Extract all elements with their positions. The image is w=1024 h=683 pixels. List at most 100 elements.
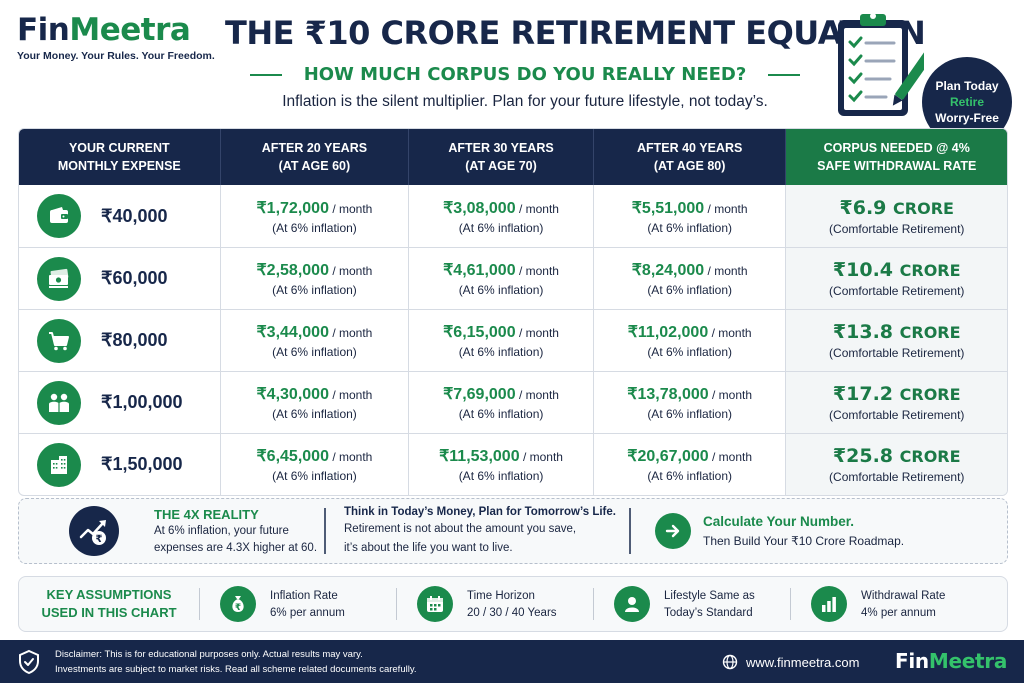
inflation-note: (At 6% inflation) [647,407,733,421]
projection-line: ₹20,67,000 / month [627,446,752,466]
footer-logo-part2: Meetra [928,649,1008,673]
header-after-20-years: AFTER 20 YEARS (AT AGE 60) [221,129,410,185]
projected-amount: ₹1,72,000 [256,199,329,217]
svg-text:₹: ₹ [96,534,103,545]
per-month-label: / month [707,264,748,278]
insight-box: ₹ THE 4X REALITY At 6% inflation, your f… [18,498,1008,564]
brand-tagline: Your Money. Your Rules. Your Freedom. [17,50,215,62]
per-month-label: / month [332,201,373,216]
projected-amount: ₹4,61,000 [443,262,516,279]
current-expense: ₹80,000 [101,330,168,350]
corpus-unit: CRORE [899,385,961,404]
think-block: Think in Today’s Money, Plan for Tomorro… [344,506,629,556]
inflation-note: (At 6% inflation) [458,283,544,297]
disclaimer-line2: Investments are subject to market risks.… [55,663,417,675]
per-month-label: / month [518,388,559,402]
assumption-title: Withdrawal Rate [861,589,946,602]
corpus-value: ₹6.9 [839,196,887,219]
table-header: YOUR CURRENT MONTHLY EXPENSE AFTER 20 YEA… [19,129,1007,185]
svg-text:₹: ₹ [235,603,241,613]
corpus-amount: ₹10.4 CRORE [833,259,961,281]
per-month-label: / month [707,201,748,216]
reality-line1: At 6% inflation, your future [154,524,289,537]
header-current-expense: YOUR CURRENT MONTHLY EXPENSE [19,129,221,185]
projected-amount: ₹3,08,000 [443,199,516,217]
corpus-note: (Comfortable Retirement) [829,221,965,236]
corpus-value: ₹10.4 [832,259,894,281]
corpus-amount: ₹17.2 CRORE [833,383,961,405]
projection-line: ₹8,24,000 / month [632,260,748,280]
assumption-title: Time Horizon [467,589,535,602]
rupee-growth-icon: ₹ [69,506,119,556]
divider [324,508,326,554]
table-row: ₹40,000 ₹1,72,000 / month (At 6% inflati… [19,185,1007,247]
per-month-label: / month [332,450,373,464]
after-30-years-cell: ₹7,69,000 / month (At 6% inflation) [409,372,594,433]
projection-line: ₹5,51,000 / month [632,198,748,218]
projected-amount: ₹13,78,000 [627,386,709,403]
assumption-title: Lifestyle Same as [664,589,755,602]
disclaimer-line1: Disclaimer: This is for educational purp… [55,648,363,660]
corpus-note: (Comfortable Retirement) [829,408,965,422]
projection-line: ₹6,45,000 / month [257,446,373,466]
projection-line: ₹7,69,000 / month [443,384,559,404]
projected-amount: ₹20,67,000 [627,448,709,465]
calc-title[interactable]: Calculate Your Number. [703,514,855,529]
header-after-30-years: AFTER 30 YEARS (AT AGE 70) [409,129,594,185]
retirement-table: YOUR CURRENT MONTHLY EXPENSE AFTER 20 YEA… [18,128,1008,496]
corpus-cell: ₹10.4 CRORE (Comfortable Retirement) [786,248,1007,309]
after-40-years-cell: ₹8,24,000 / month (At 6% inflation) [594,248,787,309]
current-expense: ₹40,000 [101,205,168,226]
inflation-note: (At 6% inflation) [272,283,357,297]
projection-line: ₹13,78,000 / month [627,384,752,404]
inflation-note: (At 6% inflation) [647,469,733,483]
website-text[interactable]: www.finmeetra.com [746,654,860,670]
clipboard-checklist-icon [838,13,924,116]
website-link[interactable]: www.finmeetra.com [722,654,859,670]
footer-logo: FinMeetra [895,649,1007,673]
think-line1: Retirement is not about the amount you s… [344,523,577,535]
corpus-cell: ₹13.8 CRORE (Comfortable Retirement) [786,310,1007,371]
disclaimer: Disclaimer: This is for educational purp… [55,647,417,677]
badge-line3: Worry-Free [935,111,999,125]
buildings-icon [37,442,81,487]
brand-logo: FinMeetra [17,12,215,48]
after-30-years-cell: ₹6,15,000 / month (At 6% inflation) [409,310,594,371]
per-month-label: / month [332,264,373,278]
divider [396,588,397,620]
four-x-reality: THE 4X REALITY At 6% inflation, your fut… [154,507,324,556]
projected-amount: ₹11,02,000 [627,324,709,341]
per-month-label: / month [711,326,752,340]
corpus-unit: CRORE [899,323,961,342]
header-after-40-years: AFTER 40 YEARS (AT AGE 80) [594,129,787,185]
divider [199,588,200,620]
projected-amount: ₹6,15,000 [443,324,516,341]
projected-amount: ₹4,30,000 [256,386,329,403]
projected-amount: ₹8,24,000 [631,262,705,279]
calc-text: Then Build Your ₹10 Crore Roadmap. [703,534,905,548]
per-month-label: / month [518,201,559,216]
corpus-value: ₹17.2 [832,383,894,405]
corpus-note: (Comfortable Retirement) [829,346,965,360]
current-expense-cell: ₹1,00,000 [19,372,221,433]
cash-stack-icon [37,256,81,301]
per-month-label: / month [518,326,559,340]
projected-amount: ₹11,53,000 [439,448,520,465]
after-30-years-cell: ₹4,61,000 / month (At 6% inflation) [409,248,594,309]
assumption-inflation: ₹ Inflation Rate 6% per annum [200,586,396,622]
money-bag-icon: ₹ [220,586,256,622]
bar-chart-icon [811,586,847,622]
after-40-years-cell: ₹20,67,000 / month (At 6% inflation) [594,434,787,495]
corpus-cell: ₹25.8 CRORE (Comfortable Retirement) [786,434,1007,495]
corpus-value: ₹25.8 [832,445,894,467]
inflation-note: (At 6% inflation) [272,220,357,235]
arrow-right-icon[interactable] [655,513,691,549]
after-40-years-cell: ₹13,78,000 / month (At 6% inflation) [594,372,787,433]
brand-name-part2: Meetra [69,12,191,48]
current-expense-cell: ₹80,000 [19,310,221,371]
projected-amount: ₹7,69,000 [443,386,516,403]
inflation-note: (At 6% inflation) [272,407,357,421]
after-30-years-cell: ₹11,53,000 / month (At 6% inflation) [409,434,594,495]
after-40-years-cell: ₹5,51,000 / month (At 6% inflation) [594,185,787,247]
subtitle-divider-right [768,73,801,76]
